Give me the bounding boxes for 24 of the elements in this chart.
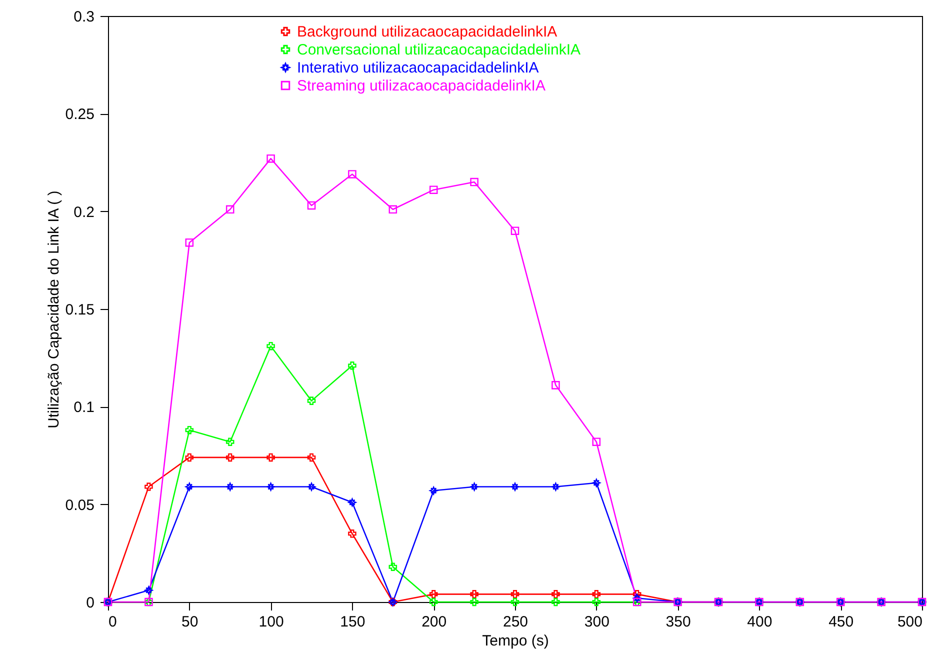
- x-tick-label: 0: [108, 614, 117, 630]
- legend-label: Conversacional utilizacaocapacidadelinkIA: [297, 42, 580, 58]
- y-tick-label: 0: [86, 594, 94, 612]
- x-tick-label: 200: [422, 614, 447, 630]
- legend-label: Background utilizacaocapacidadelinkIA: [297, 24, 558, 40]
- y-tick-label: 0.25: [65, 106, 94, 124]
- x-tick-label: 500: [897, 614, 922, 630]
- x-tick-label: 350: [666, 614, 691, 630]
- x-tick-label: 300: [584, 614, 610, 630]
- x-tick-label: 100: [258, 614, 284, 630]
- y-axis-title: Utilização Capacidade do Link IA ( ): [45, 190, 62, 428]
- x-tick-label: 150: [340, 614, 366, 630]
- y-tick-label: 0.1: [74, 399, 94, 416]
- y-tick-label: 0.2: [74, 204, 94, 221]
- x-axis-title: Tempo (s): [482, 632, 549, 650]
- x-tick-label: 450: [828, 614, 854, 630]
- legend-label: Streaming utilizacaocapacidadelinkIA: [297, 78, 546, 94]
- y-tick-label: 0.3: [74, 8, 94, 26]
- x-tick-label: 400: [747, 614, 772, 630]
- y-tick-label: 0.15: [65, 302, 94, 318]
- x-tick-label: 50: [182, 614, 198, 630]
- y-tick-label: 0.05: [65, 496, 94, 514]
- legend-label: Interativo utilizacaocapacidadelinkIA: [297, 60, 539, 76]
- x-tick-label: 250: [502, 614, 528, 630]
